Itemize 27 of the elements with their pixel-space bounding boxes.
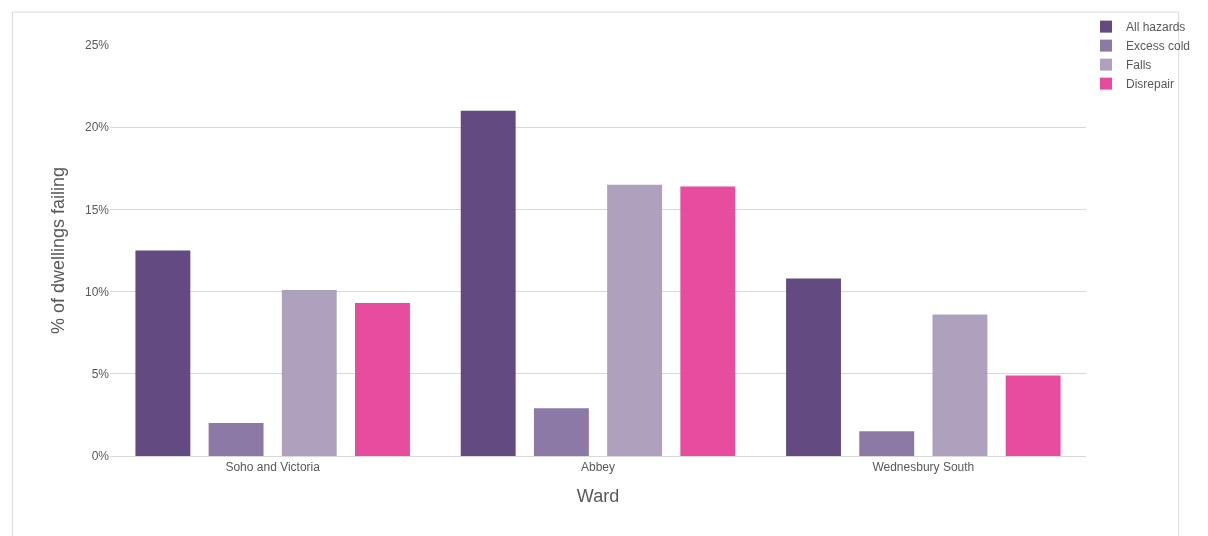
y-tick-label: 10% bbox=[84, 284, 110, 299]
x-tick-label: Wednesbury South bbox=[872, 460, 975, 475]
legend-label: Excess cold bbox=[1126, 39, 1191, 54]
y-tick-label: 25% bbox=[84, 38, 110, 53]
bar bbox=[135, 250, 191, 456]
x-tick-label: Soho and Victoria bbox=[225, 460, 321, 475]
y-tick-label: 5% bbox=[91, 367, 110, 381]
y-tick-label: 0% bbox=[91, 449, 110, 464]
legend-label: Falls bbox=[1126, 58, 1152, 73]
bar bbox=[932, 314, 988, 456]
y-tick-label: 15% bbox=[84, 202, 110, 217]
bar bbox=[533, 408, 589, 456]
legend-label: Disrepair bbox=[1126, 77, 1175, 92]
bar bbox=[460, 110, 516, 456]
x-axis-title: Ward bbox=[576, 485, 620, 506]
bar bbox=[208, 423, 264, 456]
bar bbox=[355, 303, 410, 456]
bar bbox=[281, 289, 337, 456]
bar bbox=[786, 278, 841, 456]
x-tick-label: Abbey bbox=[580, 460, 616, 475]
bar bbox=[1005, 375, 1061, 456]
legend-label: All hazards bbox=[1126, 20, 1186, 35]
y-axis-title: % of dwellings failing bbox=[48, 166, 69, 335]
y-tick-label: 20% bbox=[84, 120, 110, 135]
bar bbox=[859, 431, 915, 456]
bar bbox=[607, 184, 663, 456]
bar bbox=[680, 186, 736, 456]
